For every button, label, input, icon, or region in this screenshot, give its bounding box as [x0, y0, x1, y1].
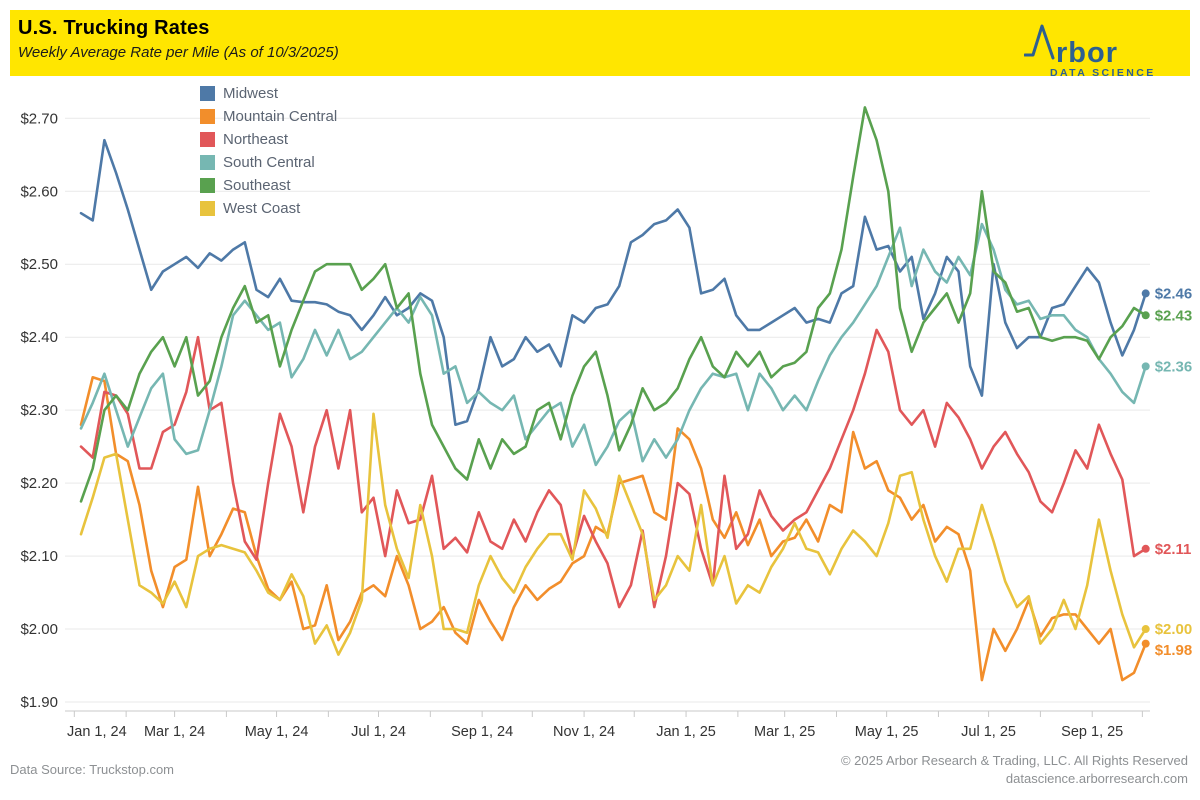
legend-item-southeast[interactable]: Southeast [200, 174, 337, 197]
footer-credits: © 2025 Arbor Research & Trading, LLC. Al… [841, 752, 1188, 788]
website-link[interactable]: datascience.arborresearch.com [1005, 771, 1188, 786]
data-source-note: Data Source: Truckstop.com [10, 762, 175, 777]
legend-label-west-coast: West Coast [223, 200, 301, 217]
legend-swatch-south-central [200, 155, 215, 170]
series-line-southeast[interactable] [79, 106, 1147, 503]
y-axis-label-2.50: $2.50 [20, 256, 58, 273]
x-axis-label-nov-1-24: Nov 1, 24 [553, 724, 615, 740]
y-axis-label-2.10: $2.10 [20, 548, 58, 565]
y-axis-label-2.20: $2.20 [20, 475, 58, 492]
legend-item-mountain-central[interactable]: Mountain Central [200, 105, 337, 128]
legend-item-south-central[interactable]: South Central [200, 151, 337, 174]
series-end-dot-southeast [1141, 311, 1150, 320]
logo-wordmark: rbor [1056, 37, 1118, 69]
legend-swatch-northeast [200, 132, 215, 147]
title-bar: U.S. Trucking Rates Weekly Average Rate … [10, 10, 1190, 79]
copyright-text: © 2025 Arbor Research & Trading, LLC. Al… [840, 753, 1188, 768]
series-end-dot-south-central [1141, 362, 1150, 371]
x-axis-label-jan-1-24: Jan 1, 24 [67, 724, 127, 740]
series-end-dot-west-coast [1141, 625, 1150, 634]
logo-tagline: DATA SCIENCE [1050, 67, 1156, 79]
legend: Midwest Mountain Central Northeast South Ce… [200, 82, 337, 220]
x-axis-label-may-1-24: May 1, 24 [245, 724, 309, 740]
x-axis-label-may-1-25: May 1, 25 [855, 724, 919, 740]
legend-item-midwest[interactable]: Midwest [200, 82, 337, 105]
series-line-south-central[interactable] [79, 222, 1147, 467]
legend-swatch-southeast [200, 178, 215, 193]
series-end-dot-midwest [1141, 289, 1150, 298]
legend-label-south-central: South Central [223, 154, 315, 171]
arbor-peak-icon [1023, 21, 1056, 66]
legend-label-midwest: Midwest [223, 85, 279, 102]
x-axis-label-mar-1-24: Mar 1, 24 [144, 724, 205, 740]
legend-item-northeast[interactable]: Northeast [200, 128, 337, 151]
x-axis-label-jan-1-25: Jan 1, 25 [656, 724, 716, 740]
series-end-label-mountain-central: $1.98 [1155, 642, 1193, 659]
series-end-label-southeast: $2.43 [1155, 307, 1193, 324]
series-end-dot-mountain-central [1141, 639, 1150, 648]
x-axis-label-sep-1-25: Sep 1, 25 [1061, 724, 1123, 740]
series-end-label-northeast: $2.11 [1155, 541, 1192, 558]
x-axis-label-jul-1-24: Jul 1, 24 [351, 724, 406, 740]
y-axis-label-2.40: $2.40 [20, 329, 58, 346]
series-end-label-west-coast: $2.00 [1155, 621, 1193, 638]
series-line-west-coast[interactable] [79, 412, 1147, 656]
y-axis-label-2.60: $2.60 [20, 183, 58, 200]
legend-label-northeast: Northeast [223, 131, 289, 148]
series-end-label-midwest: $2.46 [1155, 285, 1193, 302]
arbor-logo: rbor DATA SCIENCE [1023, 21, 1174, 79]
y-axis-label-2.30: $2.30 [20, 402, 58, 419]
series-line-northeast[interactable] [79, 328, 1147, 609]
y-axis-label-1.90: $1.90 [20, 694, 58, 711]
legend-label-southeast: Southeast [223, 177, 291, 194]
x-axis-label-jul-1-25: Jul 1, 25 [961, 724, 1016, 740]
series-end-label-south-central: $2.36 [1155, 358, 1193, 375]
legend-swatch-mountain-central [200, 109, 215, 124]
series-line-midwest[interactable] [79, 138, 1147, 427]
legend-swatch-midwest [200, 86, 215, 101]
x-axis-label-sep-1-24: Sep 1, 24 [451, 724, 513, 740]
series-end-dot-northeast [1141, 544, 1150, 553]
y-axis-label-2.70: $2.70 [20, 110, 58, 127]
legend-label-mountain-central: Mountain Central [223, 108, 338, 125]
y-axis-label-2.00: $2.00 [20, 621, 58, 638]
legend-item-west-coast[interactable]: West Coast [200, 197, 337, 220]
legend-swatch-west-coast [200, 201, 215, 216]
page-title: U.S. Trucking Rates [18, 17, 210, 39]
page-subtitle: Weekly Average Rate per Mile (As of 10/3… [18, 44, 339, 61]
x-axis-label-mar-1-25: Mar 1, 25 [754, 724, 815, 740]
